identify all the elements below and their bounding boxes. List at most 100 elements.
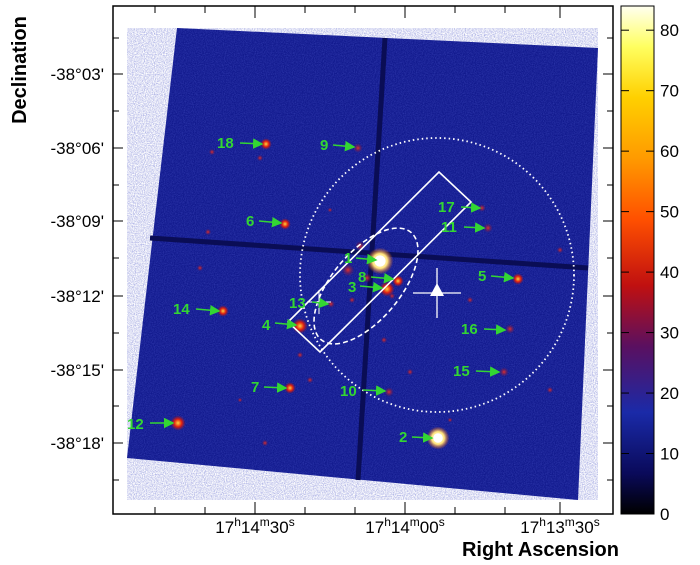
colorbar-tick-label: 0 [660, 505, 669, 524]
faint-source-spot [362, 273, 372, 283]
faint-source-spot [406, 368, 414, 376]
source-8-label: 8 [358, 269, 366, 286]
dec-tick-label: -38°09' [50, 212, 104, 231]
colorbar-tick-label: 60 [660, 142, 679, 161]
faint-source-spot [327, 207, 333, 213]
source-15-arrow [475, 366, 501, 377]
source-13-dot [327, 300, 335, 308]
source-8-dot [392, 275, 404, 287]
colorbar-tick-label: 80 [660, 21, 679, 40]
faint-source-spot [447, 417, 453, 423]
colorbar-tick-label: 10 [660, 445, 679, 464]
faint-source-spot [196, 264, 204, 272]
colorbar-ticks: 0 10 20 30 40 50 60 70 80 [621, 21, 679, 524]
source-14-dot [217, 305, 229, 317]
faint-source-spot [208, 148, 216, 156]
colorbar-tick-label: 20 [660, 384, 679, 403]
source-9-dot [353, 143, 363, 153]
source-11-arrow [463, 222, 486, 233]
faint-source-spot [556, 246, 564, 254]
faint-source-spot [296, 351, 304, 359]
source-11-dot [483, 223, 493, 233]
source-17-arrow [460, 202, 482, 213]
colorbar-tick-label: 40 [660, 263, 679, 282]
source-10-dot [384, 387, 394, 397]
source-12-label: 12 [127, 416, 144, 433]
colorbar-gradient [620, 5, 655, 515]
source-6-label: 6 [246, 213, 254, 230]
source-dots [170, 138, 524, 450]
faint-source-spot [546, 386, 554, 394]
source-15-label: 15 [453, 363, 470, 380]
chip-gap-horizontal [149, 235, 589, 271]
source-14-label: 14 [173, 301, 190, 318]
source-10-arrow [362, 385, 387, 396]
colorbar-tick-label: 30 [660, 324, 679, 343]
faint-source-spot [348, 296, 356, 304]
source-16-label: 16 [461, 321, 478, 338]
source-18-dot [260, 138, 272, 150]
source-2-core [433, 433, 443, 443]
y-axis-title: Declination [9, 16, 31, 124]
source-10-label: 10 [340, 383, 357, 400]
source-5-label: 5 [478, 268, 486, 285]
source-2-label: 2 [399, 429, 407, 446]
faint-sources [196, 148, 564, 447]
faint-source-spot [204, 228, 212, 236]
source-11-label: 11 [441, 219, 457, 236]
source-7-label: 7 [251, 379, 259, 396]
source-13-label: 13 [289, 295, 306, 312]
source-5-dot [512, 273, 524, 285]
source-8-arrow [370, 272, 395, 284]
source-4-label: 4 [262, 317, 271, 334]
source-1-arrow [355, 253, 378, 265]
dashed-ellipse-region [313, 227, 419, 345]
source-4-arrow [274, 318, 298, 330]
faint-source-spot [466, 296, 474, 304]
triangle-marker [413, 268, 461, 318]
ra-tick-label: 17h14m00s [365, 515, 444, 537]
ra-tick-label: 17h13m30s [520, 515, 599, 537]
dec-tick-label: -38°12' [50, 287, 104, 306]
source-18-label: 18 [217, 135, 234, 152]
dotted-circle-region [299, 137, 575, 413]
dec-tick-label: -38°15' [50, 361, 104, 380]
source-16-dot [505, 324, 515, 334]
source-1-label: 1 [344, 250, 352, 267]
source-7-arrow [263, 382, 288, 393]
source-3-label: 3 [348, 279, 356, 296]
faint-source-spot [306, 376, 314, 384]
declination-tick-labels: -38°03' -38°06' -38°09' -38°12' -38°15' -38°1… [50, 65, 104, 453]
dec-tick-label: -38°18' [50, 434, 104, 453]
source-3-dot [379, 281, 395, 297]
source-16-arrow [483, 324, 507, 335]
faint-source-spot [237, 397, 243, 403]
colorbar-tick-label: 50 [660, 203, 679, 222]
source-3-arrow [359, 281, 384, 293]
dec-tick-label: -38°03' [50, 65, 104, 84]
faint-source-spot [261, 439, 269, 447]
source-9-arrow [332, 140, 356, 152]
source-18-arrow [239, 138, 264, 149]
source-6-arrow [258, 216, 283, 228]
source-1-core [374, 255, 386, 267]
source-9-label: 9 [320, 137, 328, 154]
faint-source-spot [341, 263, 355, 277]
right-ascension-tick-labels: 17h14m30s 17h14m00s 17h13m30s [215, 515, 599, 537]
source-13-arrow [311, 297, 330, 309]
axis-ticks [113, 6, 613, 514]
ra-tick-label: 17h14m30s [215, 515, 294, 537]
source-4-dot [292, 318, 308, 334]
colorbar: 0 10 20 30 40 50 60 70 80 [620, 5, 679, 524]
source-6-dot [279, 218, 291, 230]
source-14-arrow [195, 304, 221, 316]
colorbar-tick-label: 70 [660, 82, 679, 101]
faint-source-spot [256, 154, 264, 162]
source-7-dot [284, 382, 296, 394]
x-axis-title: Right Ascension [462, 539, 619, 561]
faint-source-spot [380, 336, 388, 344]
source-15-dot [499, 367, 509, 377]
source-2-arrow [411, 432, 434, 443]
